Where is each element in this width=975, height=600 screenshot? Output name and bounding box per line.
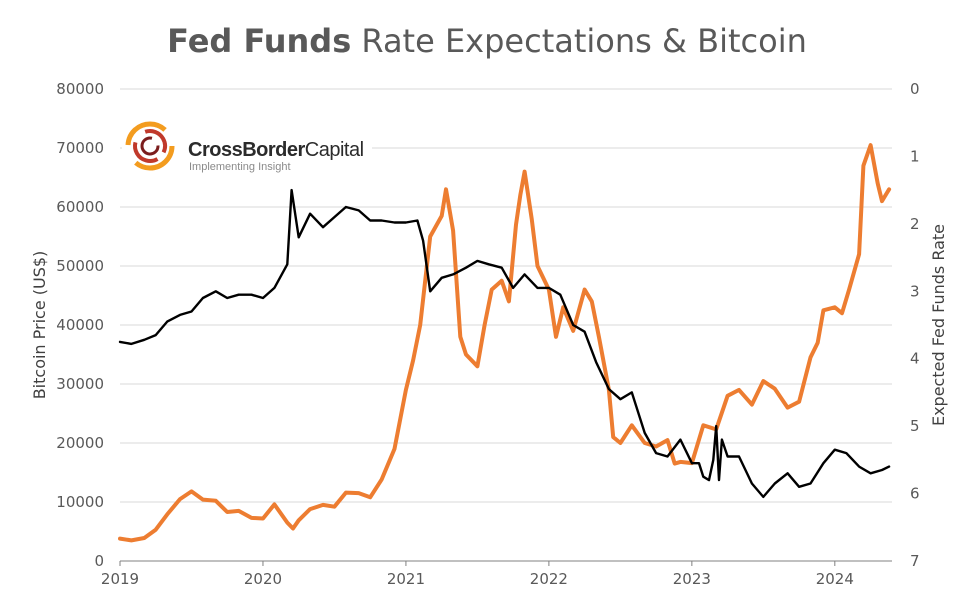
x-tick-label: 2021: [387, 570, 425, 588]
y-tick-label: 60000: [56, 198, 104, 216]
x-tick-label: 2023: [673, 570, 711, 588]
x-tick-label: 2019: [101, 570, 139, 588]
y2-tick-label: 5: [910, 417, 920, 435]
svg-text:CrossBorderCapital: CrossBorderCapital: [188, 139, 364, 161]
y-tick-label: 50000: [56, 257, 104, 275]
y-tick-label: 20000: [56, 434, 104, 452]
crossborder-capital-logo: CrossBorderCapital Implementing Insight: [122, 105, 372, 190]
x-tick-label: 2024: [816, 570, 854, 588]
y2-tick-label: 6: [910, 485, 920, 503]
left-axis-ticks: 0 10000 20000 30000 40000 50000 60000 70000 8000…: [56, 80, 104, 570]
chart-title-rest: Rate Expectations & Bitcoin: [351, 22, 807, 60]
y2-tick-label: 2: [910, 215, 920, 233]
y2-tick-label: 7: [910, 552, 920, 570]
logo-name-rest: Capital: [305, 139, 364, 161]
series: [118, 143, 892, 543]
logo-name-bold: CrossBorder: [188, 139, 305, 161]
y2-tick-label: 0: [910, 80, 920, 98]
y2-tick-label: 1: [910, 147, 920, 165]
y-tick-label: 10000: [56, 493, 104, 511]
right-axis-ticks: 0 1 2 3 4 5 6 7: [910, 80, 920, 570]
y2-tick-label: 3: [910, 282, 920, 300]
y-tick-label: 80000: [56, 80, 104, 98]
x-axis-ticks: 2019 2020 2021 2022 2023 2024: [101, 561, 854, 588]
logo-tagline: Implementing Insight: [189, 161, 291, 173]
y-tick-label: 40000: [56, 316, 104, 334]
x-tick-label: 2020: [244, 570, 282, 588]
y-tick-label: 30000: [56, 375, 104, 393]
left-axis-title: Bitcoin Price (US$): [30, 251, 49, 400]
chart-title-bold: Fed Funds: [167, 22, 351, 60]
chart-title: Fed Funds Rate Expectations & Bitcoin: [167, 22, 807, 60]
fed-funds-rate-line: [118, 188, 891, 499]
bitcoin-price-line: [118, 143, 892, 543]
x-tick-label: 2022: [530, 570, 568, 588]
y2-tick-label: 4: [910, 350, 920, 368]
swirl-logo-icon: [125, 121, 175, 171]
right-axis-title: Expected Fed Funds Rate: [929, 224, 948, 426]
y-tick-label: 70000: [56, 139, 104, 157]
y-tick-label: 0: [94, 552, 104, 570]
